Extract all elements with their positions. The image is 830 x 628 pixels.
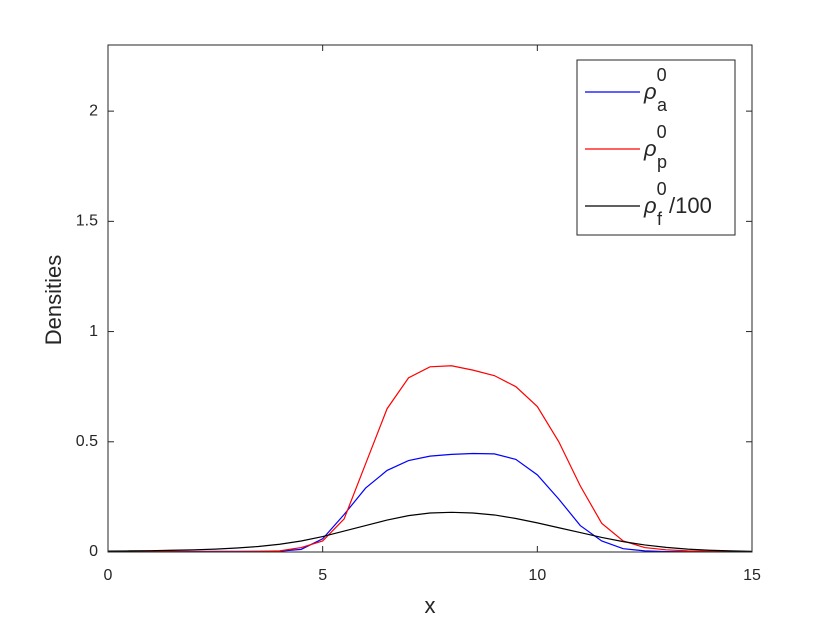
plot-frame: [107, 44, 753, 553]
y-tick-label: 0: [89, 543, 98, 560]
x-tick-label: 15: [743, 567, 761, 584]
legend-superscript: 0: [657, 122, 667, 142]
legend-superscript: 0: [657, 179, 667, 199]
y-axis-label: Densities: [41, 255, 66, 345]
legend-subscript: p: [657, 152, 667, 172]
x-tick-label: 0: [104, 567, 113, 584]
x-tick-label: 10: [528, 567, 546, 584]
legend-symbol: ρ: [643, 136, 657, 161]
x-tick-label: 5: [318, 567, 327, 584]
legend-superscript: 0: [657, 65, 667, 85]
legend-suffix: /100: [669, 193, 712, 218]
y-tick-label: 2: [89, 102, 98, 119]
legend-subscript: f: [657, 209, 663, 229]
legend-subscript: a: [657, 95, 668, 115]
legend-symbol: ρ: [643, 193, 657, 218]
legend-label: ρ0 f/100: [643, 179, 712, 229]
data-line: [107, 511, 753, 552]
y-tick-label: 1: [89, 323, 98, 340]
legend: ρ0 aρ0 pρ0 f/100: [576, 59, 736, 236]
x-axis-label: x: [425, 593, 436, 618]
legend-symbol: ρ: [643, 79, 657, 104]
y-tick-label: 1.5: [76, 213, 98, 230]
legend-label: ρ0 a: [643, 65, 668, 115]
y-tick-label: 0.5: [76, 433, 98, 450]
legend-label: ρ0 p: [643, 122, 667, 172]
